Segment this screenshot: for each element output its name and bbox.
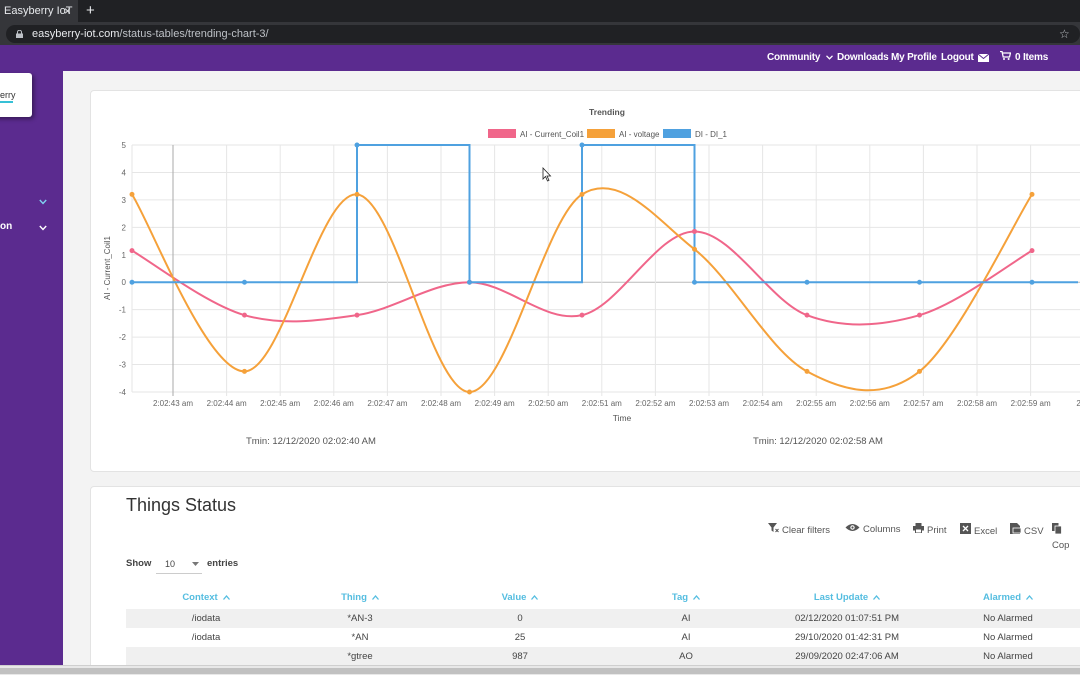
table-cell: *AN [351,632,369,643]
nav-community[interactable]: Community [767,45,833,71]
sort-asc-icon [1026,595,1033,600]
sort-asc-icon [693,595,701,600]
top-navigation: Community Downloads My Profile Logout 0 … [0,45,1080,71]
entries-select[interactable]: 10 [156,556,202,574]
mail-icon[interactable] [978,54,989,62]
filter-icon [768,523,779,533]
logo[interactable]: erry [0,73,32,117]
table-cell: /iodata [191,613,221,624]
table-cell: *AN-3 [347,613,373,624]
nav-downloads[interactable]: Downloads [837,52,889,63]
bookmark-star-icon[interactable]: ☆ [1059,27,1070,41]
column-header[interactable]: Alarmed [948,592,1068,603]
nav-my-profile[interactable]: My Profile [891,52,937,63]
column-header[interactable]: Tag [626,592,746,603]
table-cell: 29/09/2020 02:47:06 AM [795,651,899,662]
table-cell: No Alarmed [983,651,1033,662]
table-cell: No Alarmed [983,613,1033,624]
browser-tabstrip: Easyberry IoT × + [0,0,1080,22]
table-cell: No Alarmed [983,632,1033,643]
column-header[interactable]: Last Update [787,592,907,603]
browser-tab[interactable]: Easyberry IoT × [0,0,78,22]
table-row[interactable]: /iodata *AN-3 0 AI 02/12/2020 01:07:51 PM No … [126,609,1080,628]
sort-asc-icon [371,595,379,600]
lock-icon [16,30,23,38]
excel-button[interactable]: Excel [960,523,997,539]
sort-asc-icon [222,595,230,600]
print-button[interactable]: Print [913,523,947,538]
nav-community-label: Community [767,52,821,63]
scrollbar-thumb[interactable] [0,668,1080,674]
table-cell: /iodata [191,632,221,643]
columns-button[interactable]: Columns [845,523,901,537]
copy-button[interactable]: Cop [1052,523,1080,553]
logo-text: erry [0,90,16,100]
nav-logout[interactable]: Logout [941,52,974,63]
column-header[interactable]: Thing [300,592,420,603]
table-row[interactable]: /iodata *AN 25 AI 29/10/2020 01:42:31 PM No A… [126,628,1080,647]
sort-asc-icon [873,595,881,600]
column-header[interactable]: Context [146,592,266,603]
url-path: /status-tables/trending-chart-3/ [119,28,269,40]
chevron-down-icon[interactable] [39,199,47,205]
table-cell: 987 [512,651,528,662]
print-icon [913,523,924,533]
sort-asc-icon [531,595,539,600]
tmin-left: Tmin: 12/12/2020 02:02:40 AM [246,436,376,447]
url-host: easyberry-iot.com [32,28,120,40]
table-row[interactable]: *gtree 987 AO 29/09/2020 02:47:06 AM No Alar… [126,647,1080,666]
table-cell: AI [681,632,691,643]
cart-icon [1000,50,1012,60]
cart-label: 0 Items [1015,52,1049,63]
tab-title: Easyberry IoT [4,5,73,17]
address-bar[interactable]: easyberry-iot.com/status-tables/trending… [6,25,1080,43]
nav-cart[interactable]: 0 Items [1000,45,1048,71]
table-cell: 25 [514,632,526,643]
table-cell: *gtree [347,651,373,662]
table-cell: AI [681,613,691,624]
csv-file-icon [1010,523,1021,534]
tab-close-icon[interactable]: × [64,4,72,18]
copy-label: Cop [1052,540,1070,551]
show-label: Show [126,558,152,569]
horizontal-scrollbar[interactable] [0,665,1080,675]
sidebar-item-label[interactable]: on [0,221,13,232]
chevron-down-icon[interactable] [39,225,47,231]
sidebar: erry on [0,71,63,675]
eye-icon [845,524,860,531]
entries-label: entries [207,558,239,569]
clear-filters-label: Clear filters [782,525,831,536]
things-status-card [90,486,1080,675]
tmin-right: Tmin: 12/12/2020 02:02:58 AM [753,436,883,447]
chevron-down-icon [825,55,833,60]
excel-icon [960,523,971,534]
caret-down-icon [192,562,199,566]
table-cell: 29/10/2020 01:42:31 PM [794,632,900,643]
browser-toolbar: easyberry-iot.com/status-tables/trending… [0,22,1080,45]
copy-icon [1052,523,1062,534]
entries-select-value: 10 [165,559,176,569]
table-cell: 02/12/2020 01:07:51 PM [794,613,900,624]
table-cell: 0 [517,613,523,624]
table-cell: AO [679,651,693,662]
clear-filters-button[interactable]: Clear filters [768,523,830,538]
trending-chart-card [90,90,1080,472]
csv-button[interactable]: CSV [1010,523,1044,539]
columns-label: Columns [863,524,901,535]
logo-accent [0,101,13,103]
column-header[interactable]: Value [460,592,580,603]
csv-label: CSV [1024,526,1044,537]
print-label: Print [927,525,947,536]
new-tab-icon[interactable]: + [86,2,95,19]
page-title: Things Status [126,495,237,515]
excel-label: Excel [974,526,998,537]
